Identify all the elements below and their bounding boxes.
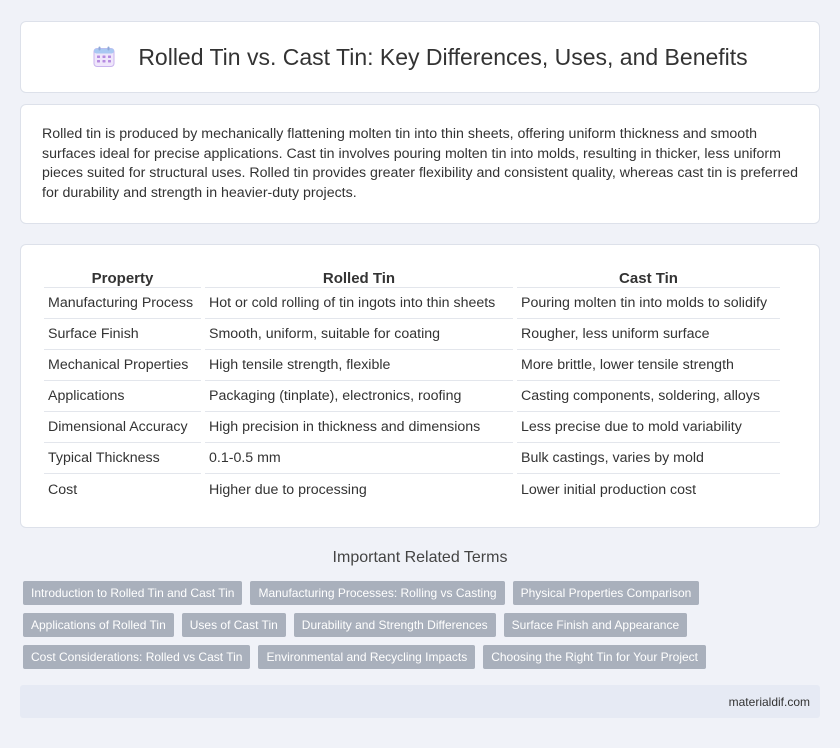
related-tag[interactable]: Durability and Strength Differences bbox=[294, 613, 496, 637]
table-header-row: Property Rolled Tin Cast Tin bbox=[44, 263, 780, 288]
cell-property: Applications bbox=[44, 381, 201, 412]
cell-property: Typical Thickness bbox=[44, 443, 201, 474]
related-tag[interactable]: Applications of Rolled Tin bbox=[23, 613, 174, 637]
table-row: Cost Higher due to processing Lower init… bbox=[44, 474, 780, 505]
footer-site[interactable]: materialdif.com bbox=[729, 695, 810, 709]
cell-cast-tin: More brittle, lower tensile strength bbox=[517, 350, 780, 381]
related-tags-row: Applications of Rolled Tin Uses of Cast … bbox=[23, 613, 823, 637]
cell-cast-tin: Less precise due to mold variability bbox=[517, 412, 780, 443]
table-row: Applications Packaging (tinplate), elect… bbox=[44, 381, 780, 412]
table-row: Dimensional Accuracy High precision in t… bbox=[44, 412, 780, 443]
title-wrap: Rolled Tin vs. Cast Tin: Key Differences… bbox=[92, 44, 747, 71]
page-title: Rolled Tin vs. Cast Tin: Key Differences… bbox=[138, 44, 747, 71]
related-terms-title: Important Related Terms bbox=[0, 549, 840, 567]
cell-rolled-tin: 0.1-0.5 mm bbox=[205, 443, 513, 474]
calendar-icon bbox=[92, 45, 116, 69]
comparison-table: Property Rolled Tin Cast Tin Manufacturi… bbox=[40, 263, 784, 505]
related-tag[interactable]: Manufacturing Processes: Rolling vs Cast… bbox=[250, 581, 504, 605]
cell-cast-tin: Lower initial production cost bbox=[517, 474, 780, 505]
cell-property: Surface Finish bbox=[44, 319, 201, 350]
header-card: Rolled Tin vs. Cast Tin: Key Differences… bbox=[20, 21, 820, 93]
comparison-table-card: Property Rolled Tin Cast Tin Manufacturi… bbox=[20, 244, 820, 528]
table-row: Mechanical Properties High tensile stren… bbox=[44, 350, 780, 381]
cell-rolled-tin: High tensile strength, flexible bbox=[205, 350, 513, 381]
intro-card: Rolled tin is produced by mechanically f… bbox=[20, 104, 820, 224]
cell-property: Dimensional Accuracy bbox=[44, 412, 201, 443]
cell-rolled-tin: Smooth, uniform, suitable for coating bbox=[205, 319, 513, 350]
cell-rolled-tin: Hot or cold rolling of tin ingots into t… bbox=[205, 288, 513, 319]
related-tags-row: Cost Considerations: Rolled vs Cast Tin … bbox=[23, 645, 823, 669]
footer-bar: materialdif.com bbox=[20, 685, 820, 718]
cell-cast-tin: Casting components, soldering, alloys bbox=[517, 381, 780, 412]
cell-cast-tin: Rougher, less uniform surface bbox=[517, 319, 780, 350]
related-tag[interactable]: Environmental and Recycling Impacts bbox=[258, 645, 475, 669]
related-tag[interactable]: Choosing the Right Tin for Your Project bbox=[483, 645, 706, 669]
cell-property: Mechanical Properties bbox=[44, 350, 201, 381]
cell-rolled-tin: Packaging (tinplate), electronics, roofi… bbox=[205, 381, 513, 412]
cell-cast-tin: Bulk castings, varies by mold bbox=[517, 443, 780, 474]
cell-property: Manufacturing Process bbox=[44, 288, 201, 319]
related-tag[interactable]: Uses of Cast Tin bbox=[182, 613, 286, 637]
related-tag[interactable]: Physical Properties Comparison bbox=[513, 581, 700, 605]
header-property: Property bbox=[44, 263, 201, 288]
cell-rolled-tin: Higher due to processing bbox=[205, 474, 513, 505]
table-row: Typical Thickness 0.1-0.5 mm Bulk castin… bbox=[44, 443, 780, 474]
header-rolled-tin: Rolled Tin bbox=[205, 263, 513, 288]
intro-paragraph: Rolled tin is produced by mechanically f… bbox=[42, 125, 799, 203]
related-tag[interactable]: Introduction to Rolled Tin and Cast Tin bbox=[23, 581, 242, 605]
cell-rolled-tin: High precision in thickness and dimensio… bbox=[205, 412, 513, 443]
related-tag[interactable]: Surface Finish and Appearance bbox=[504, 613, 687, 637]
cell-property: Cost bbox=[44, 474, 201, 505]
cell-cast-tin: Pouring molten tin into molds to solidif… bbox=[517, 288, 780, 319]
header-cast-tin: Cast Tin bbox=[517, 263, 780, 288]
table-row: Manufacturing Process Hot or cold rollin… bbox=[44, 288, 780, 319]
related-tag[interactable]: Cost Considerations: Rolled vs Cast Tin bbox=[23, 645, 250, 669]
table-row: Surface Finish Smooth, uniform, suitable… bbox=[44, 319, 780, 350]
related-tags-row: Introduction to Rolled Tin and Cast Tin … bbox=[23, 581, 823, 605]
